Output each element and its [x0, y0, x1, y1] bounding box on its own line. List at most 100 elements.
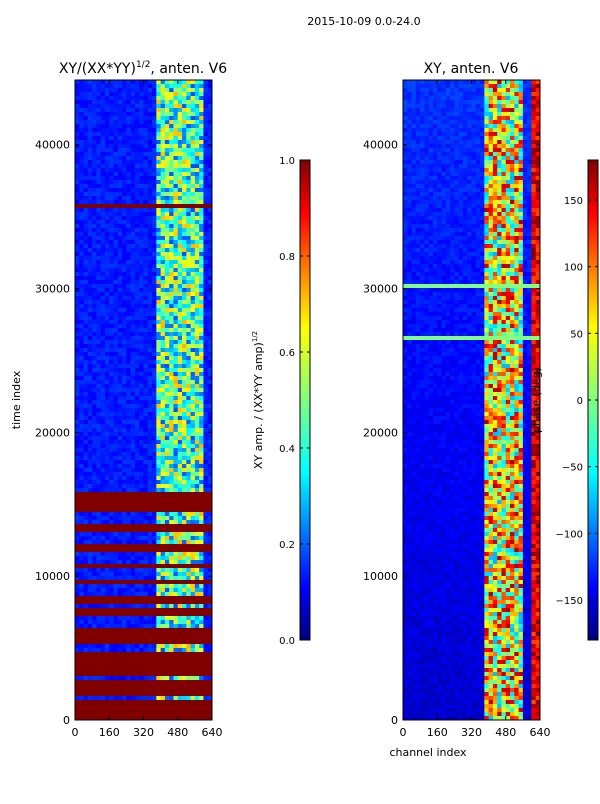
heatmap-cell — [130, 300, 136, 305]
left-heatmap — [75, 80, 213, 721]
heatmap-cell — [113, 616, 119, 621]
heatmap-cell — [109, 412, 115, 417]
heatmap-cell — [122, 672, 127, 677]
heatmap-cell — [122, 176, 127, 181]
heatmap-cell — [96, 168, 102, 173]
heatmap-cell — [169, 680, 174, 685]
heatmap-cell — [87, 644, 93, 649]
heatmap-cell — [156, 624, 162, 629]
heatmap-cell — [156, 340, 162, 345]
heatmap-cell — [199, 232, 204, 237]
heatmap-cell — [169, 596, 174, 601]
heatmap-cell — [169, 668, 174, 673]
heatmap-cell — [156, 600, 162, 605]
heatmap-cell — [199, 540, 204, 545]
heatmap-cell — [96, 324, 102, 329]
heatmap-cell — [122, 376, 127, 381]
heatmap-cell — [182, 408, 187, 413]
heatmap-cell — [143, 692, 149, 697]
heatmap-cell — [87, 664, 93, 669]
heatmap-cell — [147, 192, 153, 197]
heatmap-cell — [207, 516, 213, 521]
heatmap-cell — [207, 332, 213, 337]
heatmap-cell — [173, 112, 179, 117]
heatmap-cell — [134, 428, 140, 433]
heatmap-cell — [173, 524, 179, 529]
heatmap-cell — [156, 356, 162, 361]
heatmap-cell — [109, 632, 115, 637]
heatmap-cell — [156, 672, 162, 677]
heatmap-cell — [156, 520, 162, 525]
heatmap-cell — [104, 528, 110, 533]
heatmap-cell — [79, 92, 85, 97]
heatmap-cell — [177, 164, 183, 169]
heatmap-cell — [130, 108, 136, 113]
heatmap-cell — [152, 528, 157, 533]
heatmap-cell — [156, 244, 162, 249]
heatmap-cell — [134, 152, 140, 157]
heatmap-cell — [79, 320, 85, 325]
heatmap-cell — [194, 96, 200, 101]
heatmap-cell — [152, 600, 157, 605]
heatmap-cell — [143, 664, 149, 669]
heatmap-cell — [104, 272, 110, 277]
heatmap-cell — [75, 644, 80, 649]
heatmap-cell — [177, 268, 183, 273]
heatmap-cell — [177, 160, 183, 165]
heatmap-cell — [199, 220, 204, 225]
heatmap-cell — [126, 156, 132, 161]
heatmap-cell — [130, 260, 136, 265]
heatmap-cell — [182, 96, 187, 101]
heatmap-cell — [156, 668, 162, 673]
heatmap-cell — [75, 376, 80, 381]
heatmap-cell — [126, 184, 132, 189]
heatmap-cell — [147, 96, 153, 101]
heatmap-cell — [152, 472, 157, 477]
heatmap-cell — [147, 488, 153, 493]
heatmap-cell — [96, 532, 102, 537]
heatmap-cell — [182, 364, 187, 369]
heatmap-cell — [177, 148, 183, 153]
heatmap-cell — [75, 288, 80, 293]
heatmap-cell — [152, 140, 157, 145]
heatmap-cell — [134, 316, 140, 321]
heatmap-cell — [203, 424, 209, 429]
heatmap-cell — [130, 460, 136, 465]
heatmap-cell — [126, 200, 132, 205]
heatmap-cell — [83, 660, 89, 665]
heatmap-cell — [177, 136, 183, 141]
heatmap-cell — [126, 80, 132, 85]
heatmap-cell — [152, 248, 157, 253]
heatmap-cell — [130, 368, 136, 373]
heatmap-cell — [92, 668, 97, 673]
heatmap-cell — [152, 100, 157, 105]
heatmap-cell — [143, 276, 149, 281]
heatmap-cell — [147, 444, 153, 449]
heatmap-cell — [122, 276, 127, 281]
heatmap-cell — [122, 212, 127, 217]
heatmap-cell — [143, 684, 149, 689]
heatmap-cell — [190, 460, 196, 465]
heatmap-cell — [199, 596, 204, 601]
heatmap-cell — [207, 280, 213, 285]
heatmap-cell — [113, 560, 119, 565]
heatmap-cell — [92, 644, 97, 649]
heatmap-cell — [182, 220, 187, 225]
heatmap-cell — [87, 388, 93, 393]
heatmap-cell — [164, 516, 170, 521]
heatmap-cell — [130, 332, 136, 337]
heatmap-cell — [177, 636, 183, 641]
heatmap-cell — [134, 120, 140, 125]
heatmap-cell — [169, 300, 174, 305]
heatmap-cell — [139, 432, 144, 437]
heatmap-cell — [109, 384, 115, 389]
heatmap-cell — [117, 652, 123, 657]
heatmap-cell — [130, 664, 136, 669]
heatmap-cell — [194, 104, 200, 109]
heatmap-cell — [130, 620, 136, 625]
heatmap-cell — [75, 664, 80, 669]
heatmap-cell — [152, 368, 157, 373]
heatmap-cell — [83, 372, 89, 377]
heatmap-cell — [190, 476, 196, 481]
heatmap-cell — [143, 220, 149, 225]
